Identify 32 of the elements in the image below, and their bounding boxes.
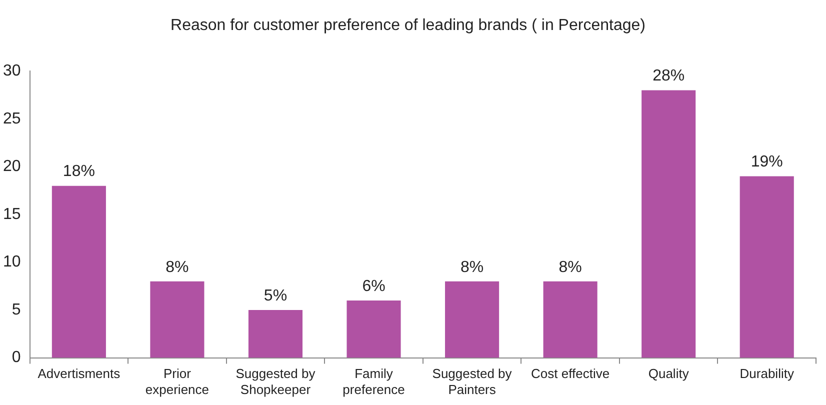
y-tick-label: 25: [3, 110, 21, 128]
y-tick-label: 15: [3, 206, 21, 223]
x-tick-label: Cost effective: [531, 366, 610, 382]
bar: [543, 281, 598, 358]
x-tick-label: Quality: [648, 366, 690, 382]
data-label: 8%: [558, 258, 582, 276]
y-tick-label: 10: [3, 254, 21, 271]
bar: [740, 176, 794, 358]
y-tick-label: 30: [3, 62, 21, 80]
data-label: 8%: [166, 258, 189, 276]
data-label: 28%: [652, 68, 685, 85]
bar: [642, 90, 696, 358]
y-tick-label: 5: [12, 301, 21, 318]
x-tick-label: Family preference: [342, 366, 405, 397]
data-label: 5%: [264, 287, 288, 304]
bar: [52, 186, 106, 358]
data-label: 6%: [362, 278, 386, 295]
x-tick-label: Suggested by Painters: [432, 366, 512, 397]
x-tick-label: Durability: [740, 366, 794, 382]
bar: [445, 281, 500, 358]
bar: [248, 310, 303, 358]
data-label: 19%: [750, 154, 783, 171]
x-tick-label: Suggested by Shopkeeper: [236, 366, 316, 397]
data-label: 8%: [460, 258, 484, 276]
bar: [150, 281, 204, 358]
x-tick-label: Prior experience: [145, 366, 210, 397]
data-label: 18%: [62, 163, 95, 180]
x-tick-label: Advertisments: [38, 366, 121, 382]
bar: [346, 300, 401, 358]
y-tick-label: 0: [12, 349, 21, 366]
chart-title: Reason for customer preference of leading brands ( in Percentage): [170, 17, 646, 34]
y-tick-label: 20: [3, 158, 21, 176]
